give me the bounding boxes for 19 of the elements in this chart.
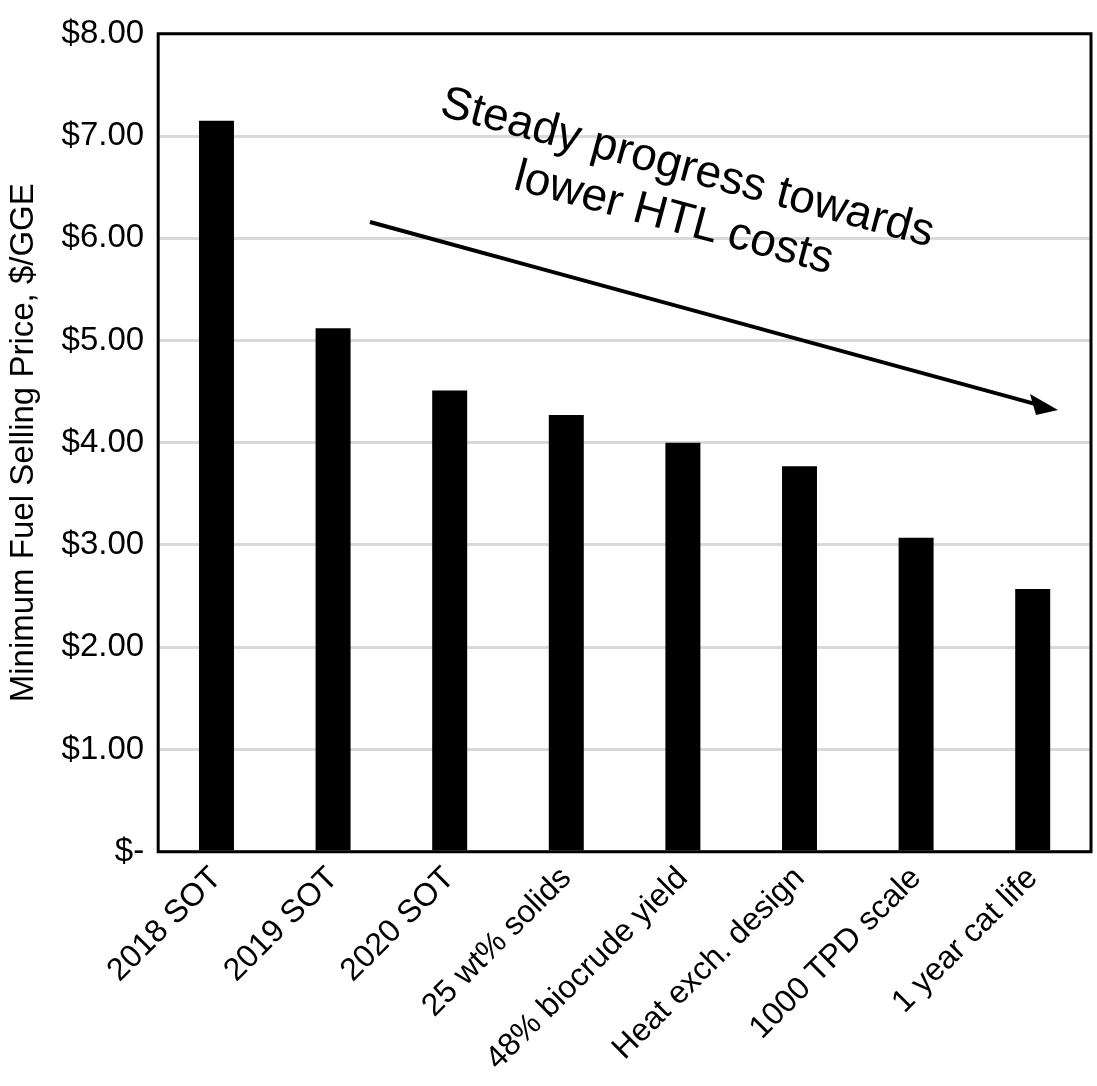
y-tick-label: $5.00: [61, 319, 145, 357]
y-tick-label: $6.00: [61, 217, 145, 255]
bar: [1015, 588, 1051, 851]
y-axis-title: Minimum Fuel Selling Price, $/GGE: [2, 183, 40, 703]
y-tick-label: $1.00: [61, 728, 145, 766]
y-tick-label: $2.00: [61, 626, 145, 664]
y-tick-label: $8.00: [61, 12, 145, 50]
bar: [548, 415, 584, 851]
bar: [432, 390, 468, 851]
y-tick-label: $3.00: [61, 524, 145, 562]
bar: [782, 466, 817, 851]
y-tick-label: $-: [114, 830, 145, 868]
bar: [198, 120, 234, 851]
bar: [898, 537, 934, 851]
bar: [665, 442, 701, 851]
bar: [315, 328, 351, 851]
y-tick-label: $7.00: [61, 115, 145, 153]
y-tick-label: $4.00: [61, 421, 145, 459]
annotation: Steady progress towards lower HTL costs: [435, 74, 941, 284]
